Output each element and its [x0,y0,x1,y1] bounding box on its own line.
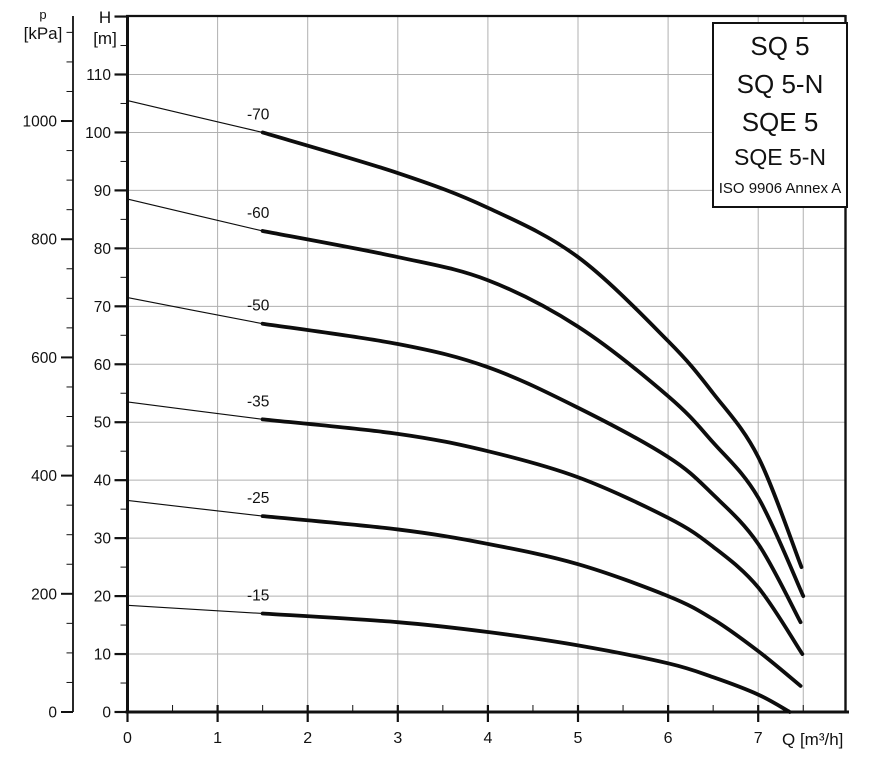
h-tick-label-0: 0 [102,705,111,722]
curve-label--35: -35 [247,393,269,410]
pump-curve--70 [260,130,804,570]
gridlines [127,16,846,712]
q-tick-label-3: 3 [393,730,402,747]
flow-axis-ticks: 0 1 2 3 4 5 6 7 [123,705,804,747]
head-axis-unit: [m] [93,29,117,49]
q-tick-label-1: 1 [213,730,222,747]
pump-curve-thin--15 [127,604,263,615]
legend-line-sqe5n: SQE 5-N [733,144,827,171]
flow-axis-title: Q [m³/h] [782,730,844,749]
q-tick-label-4: 4 [483,730,492,747]
pump-curve-thin--50 [127,297,263,325]
curve-label--15: -15 [247,587,269,604]
h-tick-label-50: 50 [94,415,112,432]
curve-label--25: -25 [247,490,269,507]
pump-curves: -70 -60 -50 -35 -25 -15 [127,100,806,714]
h-tick-label-60: 60 [94,357,112,374]
pump-curve-thin--25 [127,499,263,517]
pump-curve--15 [260,611,792,714]
p-tick-label-1000: 1000 [23,114,58,131]
h-tick-label-70: 70 [94,299,112,316]
pressure-axis-symbol: p [39,7,47,22]
pump-curve-thin--35 [127,401,263,420]
h-tick-label-40: 40 [94,473,112,490]
curve-label--70: -70 [247,106,270,123]
head-axis-ticks: 0 10 20 30 40 50 60 70 80 90 100 110 [85,15,128,722]
pressure-axis-ticks: 0 200 400 600 800 1000 [23,31,73,722]
q-tick-label-7: 7 [754,730,763,747]
pump-curve--35 [260,417,805,656]
pump-curve-thin--60 [127,198,263,232]
q-tick-label-2: 2 [303,730,312,747]
p-tick-label-200: 200 [31,586,57,603]
head-axis-title: H [m] [86,7,124,50]
p-tick-label-0: 0 [48,705,57,722]
p-tick-label-600: 600 [31,350,57,367]
legend-line-sq5: SQ 5 [750,31,810,61]
h-tick-label-110: 110 [86,67,111,84]
p-tick-label-400: 400 [31,468,57,485]
pressure-axis-title: p [kPa] [18,7,68,45]
h-tick-label-90: 90 [94,183,112,200]
q-tick-label-5: 5 [574,730,583,747]
h-tick-label-30: 30 [94,531,112,548]
pressure-axis-unit: [kPa] [23,24,63,44]
p-tick-label-800: 800 [31,232,57,249]
h-tick-label-10: 10 [94,647,112,664]
legend-line-sq5n: SQ 5-N [736,68,824,99]
q-tick-label-0: 0 [123,730,132,747]
pump-curve--50 [260,321,803,625]
pump-curve-thin--70 [127,100,263,134]
h-tick-label-20: 20 [94,589,112,606]
model-legend-box: SQ 5 SQ 5-N SQE 5 SQE 5-N ISO 9906 Annex… [712,22,848,208]
legend-iso-note: ISO 9906 Annex A [718,180,842,197]
head-axis-symbol: H [98,8,112,27]
h-tick-label-100: 100 [85,125,111,142]
curve-label--60: -60 [247,205,270,222]
pump-curve--60 [260,229,806,598]
pump-curve--25 [260,514,803,688]
h-tick-label-80: 80 [94,241,112,258]
legend-line-sqe5: SQE 5 [741,106,819,137]
curve-label--50: -50 [247,298,270,315]
q-tick-label-6: 6 [664,730,673,747]
